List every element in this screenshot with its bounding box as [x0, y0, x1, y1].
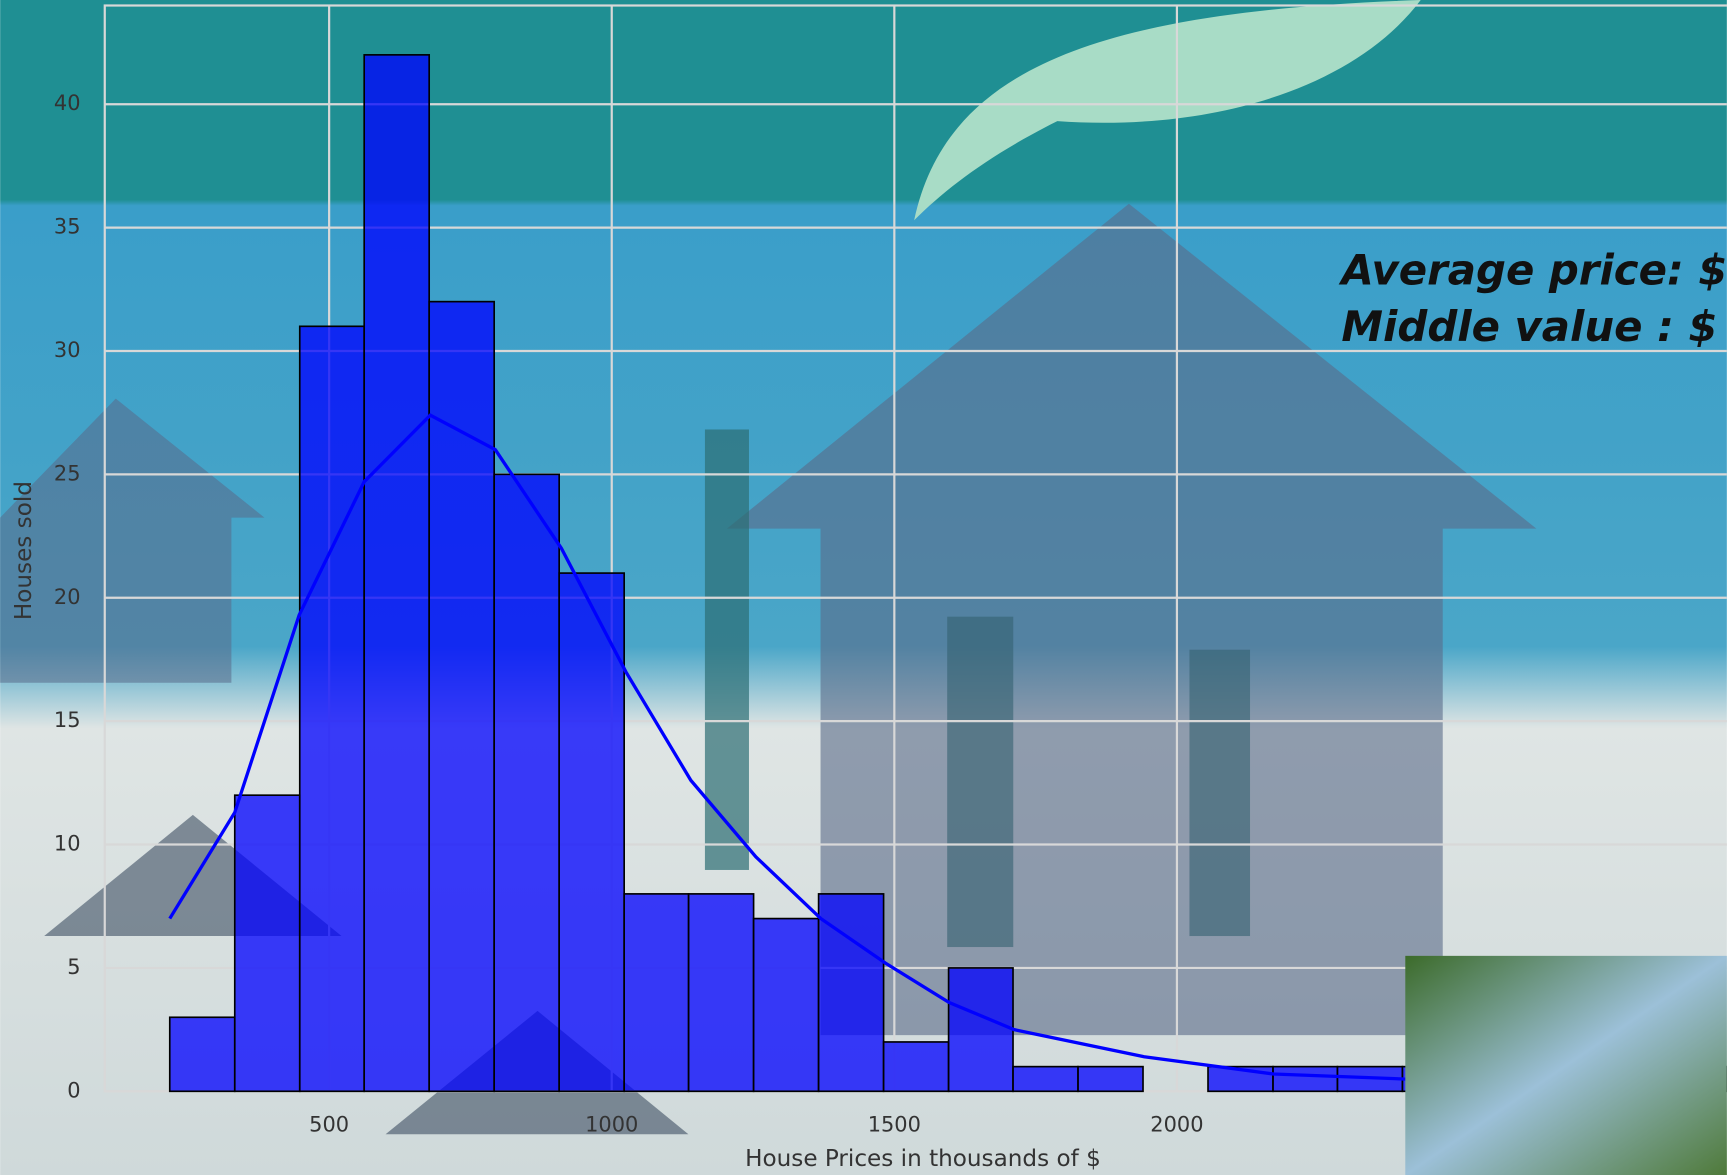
y-tick-label: 10: [54, 832, 81, 856]
y-tick-label: 25: [54, 461, 81, 485]
x-tick-label: 1500: [868, 1112, 921, 1136]
bar: [558, 572, 625, 1093]
bar: [687, 893, 755, 1093]
bar: [493, 473, 560, 1093]
bar: [1077, 1065, 1144, 1093]
annotation: Middle value : $: [1341, 302, 1717, 351]
bar: [882, 1041, 950, 1093]
kde-line: [168, 413, 1725, 1085]
y-tick-label: 5: [67, 955, 80, 979]
y-tick-label: 40: [54, 91, 81, 115]
y-tick-label: 20: [54, 585, 81, 609]
y-axis-label: Houses sold: [11, 481, 37, 620]
x-axis-label: House Prices in thousands of $: [745, 1146, 1101, 1172]
bar: [947, 967, 1014, 1093]
x-tick-label: 1000: [585, 1112, 638, 1136]
bar: [752, 917, 820, 1093]
photo-overlay: [1405, 955, 1727, 1175]
bar: [623, 893, 690, 1093]
bar: [1012, 1065, 1079, 1093]
bar: [298, 325, 366, 1093]
bar: [363, 54, 431, 1093]
y-tick-label: 35: [54, 215, 81, 239]
bar: [233, 794, 301, 1093]
y-tick-label: 0: [67, 1078, 80, 1102]
y-tick-label: 30: [54, 338, 81, 362]
bar: [168, 1016, 236, 1093]
bar: [1272, 1065, 1339, 1093]
x-tick-label: 500: [309, 1112, 349, 1136]
annotation: Average price: $: [1338, 246, 1727, 295]
y-tick-label: 15: [54, 708, 81, 732]
bar: [817, 893, 885, 1093]
x-tick-label: 2000: [1150, 1112, 1203, 1136]
